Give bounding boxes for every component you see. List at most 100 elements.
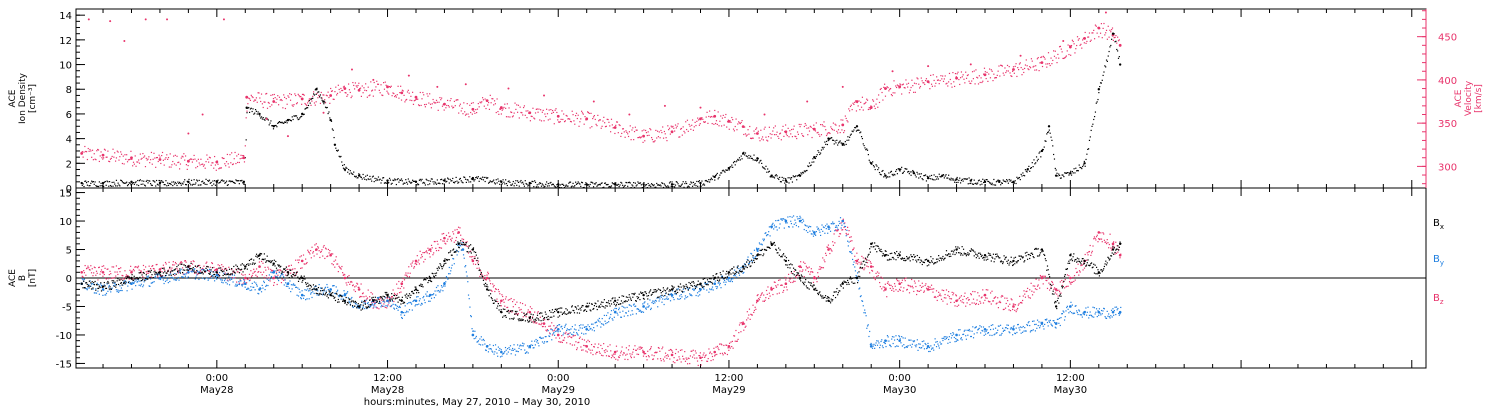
density-sample (707, 181, 708, 182)
density-sample (1027, 171, 1028, 172)
velocity-sample (541, 120, 542, 121)
velocity-sample (239, 162, 240, 163)
velocity-sample (170, 153, 171, 154)
bz-sample (651, 354, 652, 355)
by-sample (415, 304, 416, 305)
velocity-sample (610, 131, 611, 132)
by-sample (448, 273, 449, 274)
density-sample (356, 176, 357, 177)
bz-sample (426, 250, 427, 251)
density-sample (874, 166, 875, 167)
by-sample (215, 277, 216, 278)
velocity-sample (732, 119, 733, 120)
bz-sample (476, 268, 477, 269)
velocity-sample (86, 151, 87, 152)
velocity-sample (1080, 44, 1081, 45)
density-point (557, 183, 559, 185)
velocity-sample (718, 111, 719, 112)
density-sample (708, 179, 709, 180)
by-sample (96, 292, 97, 293)
velocity-sample (996, 77, 997, 78)
velocity-sample (984, 68, 985, 69)
velocity-sample (1085, 43, 1086, 44)
velocity-sample (123, 156, 124, 157)
velocity-sample (691, 125, 692, 126)
density-sample (915, 175, 916, 176)
density-sample (605, 182, 606, 183)
density-sample (649, 184, 650, 185)
bz-sample (257, 276, 258, 277)
by-sample (390, 306, 391, 307)
velocity-sample (713, 124, 714, 125)
velocity-sample (608, 122, 609, 123)
bz-sample (605, 349, 606, 350)
by-sample (121, 287, 122, 288)
bz-sample (321, 249, 322, 250)
by-sample (408, 302, 409, 303)
by-sample (206, 277, 207, 278)
velocity-sample (656, 137, 657, 138)
by-sample (110, 291, 111, 292)
density-sample (502, 183, 503, 184)
density-sample (1015, 183, 1016, 184)
density-sample (1075, 168, 1076, 169)
bz-sample (908, 285, 909, 286)
by-sample (420, 298, 421, 299)
velocity-outlier-point (88, 18, 90, 20)
bz-sample (610, 350, 611, 351)
density-sample (408, 178, 409, 179)
by-sample (463, 254, 464, 255)
bz-sample (329, 250, 330, 251)
velocity-sample (900, 84, 901, 85)
by-sample (552, 329, 553, 330)
velocity-sample (833, 122, 834, 123)
density-sample (555, 187, 556, 188)
density-sample (988, 181, 989, 182)
velocity-sample (623, 128, 624, 129)
density-sample (223, 180, 224, 181)
bz-sample (301, 255, 302, 256)
by-sample (296, 287, 297, 288)
velocity-sample (706, 116, 707, 117)
velocity-sample (797, 131, 798, 132)
velocity-sample (293, 104, 294, 105)
velocity-point (742, 125, 745, 128)
bz-sample (245, 274, 246, 275)
density-sample (963, 181, 964, 182)
density-sample (421, 179, 422, 180)
velocity-sample (808, 127, 809, 128)
by-sample (532, 345, 533, 346)
velocity-sample (409, 93, 410, 94)
bz-sample (1006, 303, 1007, 304)
velocity-sample (256, 97, 257, 98)
velocity-sample (929, 88, 930, 89)
density-sample (573, 186, 574, 187)
velocity-sample (135, 155, 136, 156)
density-sample (202, 181, 203, 182)
bz-sample (1109, 244, 1110, 245)
bz-sample (949, 296, 950, 297)
bz-sample (653, 358, 654, 359)
bz-sample (377, 307, 378, 308)
bz-sample (879, 282, 880, 283)
velocity-sample (184, 160, 185, 161)
bz-sample (365, 296, 366, 297)
velocity-sample (877, 107, 878, 108)
by-sample (475, 337, 476, 338)
density-sample (373, 176, 374, 177)
velocity-sample (234, 152, 235, 153)
bz-sample (504, 306, 505, 307)
velocity-sample (707, 123, 708, 124)
by-sample (173, 279, 174, 280)
density-sample (967, 178, 968, 179)
density-sample (495, 183, 496, 184)
by-sample (291, 284, 292, 285)
density-sample (1025, 169, 1026, 170)
bz-sample (790, 282, 791, 283)
velocity-sample (121, 154, 122, 155)
bz-sample (785, 279, 786, 280)
by-sample (231, 279, 232, 280)
velocity-sample (709, 110, 710, 111)
by-sample (326, 290, 327, 291)
